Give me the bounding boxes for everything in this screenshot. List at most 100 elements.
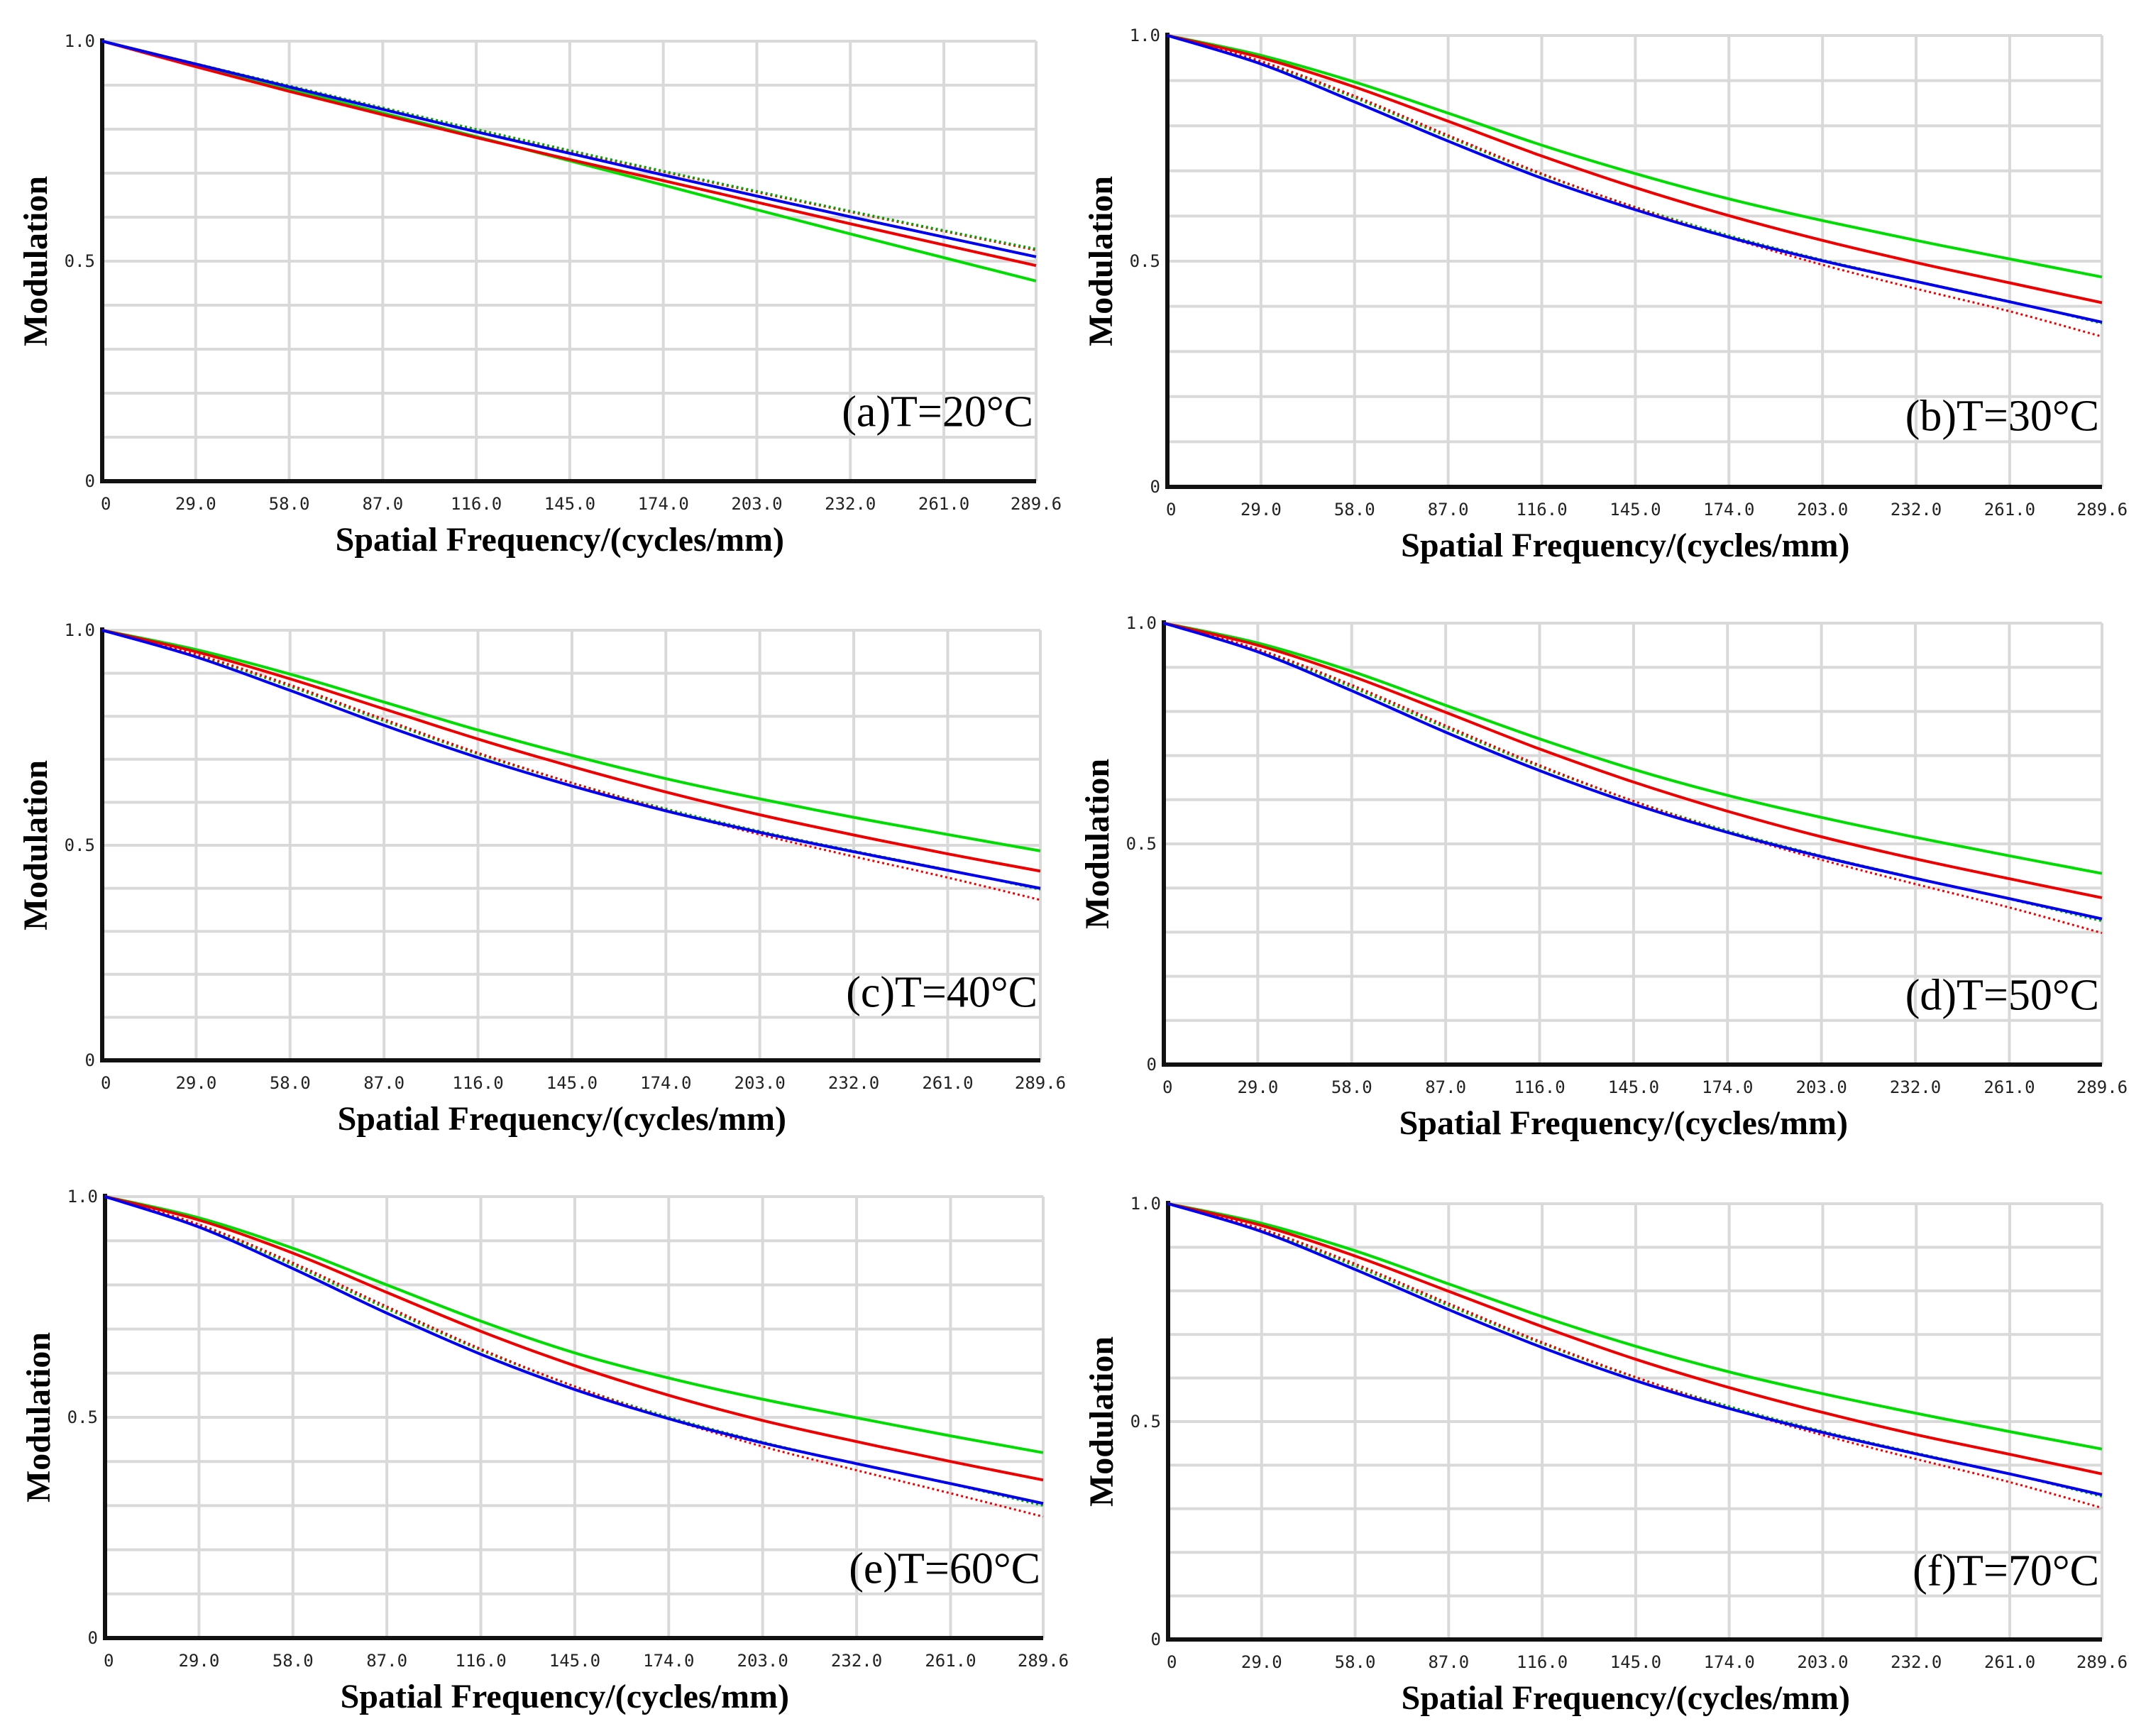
- x-axis-title: Spatial Frequency/(cycles/mm): [341, 1678, 789, 1715]
- series-line-blue: [101, 40, 1037, 258]
- grid: [1168, 1202, 2103, 1639]
- x-tick-label: 87.0: [1428, 500, 1469, 520]
- series-line-green: [1167, 1202, 2103, 1451]
- chart-panel-5: 0 29.0 58.0 87.0 116.0 145.0 174.0 203.0 232.0 26…: [20, 1187, 1069, 1715]
- panel-label: (c)T=40°C: [846, 968, 1038, 1016]
- x-tick-label: 289.6: [1015, 1073, 1066, 1093]
- y-tick-label: 0: [88, 1628, 98, 1648]
- x-tick-label: 174.0: [1702, 1077, 1753, 1097]
- panel-label: (f)T=70°C: [1913, 1547, 2099, 1595]
- x-tick-label: 58.0: [1334, 500, 1375, 520]
- series-line-blue: [1167, 1202, 2103, 1497]
- x-tick-label: 261.0: [925, 1651, 976, 1671]
- series-line-red-dotted: [104, 1195, 1044, 1518]
- x-tick-label: 87.0: [362, 494, 403, 514]
- series-line-blue: [104, 1195, 1044, 1505]
- series-line-red: [1163, 622, 2103, 899]
- chart-panel-4: 0 29.0 58.0 87.0 116.0 145.0 174.0 203.0 232.0 26…: [1079, 613, 2128, 1142]
- series-line-green: [1163, 622, 2103, 875]
- y-tick-label: 1.0: [1126, 613, 1157, 633]
- x-tick-label: 0: [101, 1073, 111, 1093]
- x-tick-label: 232.0: [828, 1073, 879, 1093]
- x-tick-label: 116.0: [1516, 500, 1567, 520]
- series-line-blue: [1167, 34, 2103, 324]
- y-axis-title: Modulation: [17, 176, 55, 346]
- x-tick-label: 203.0: [731, 494, 782, 514]
- x-tick-label: 289.6: [2076, 1652, 2128, 1672]
- series-line-red-dotted: [1167, 34, 2103, 338]
- y-tick-label: 0: [85, 1050, 95, 1070]
- grid: [105, 1195, 1045, 1638]
- x-tick-label: 29.0: [1240, 500, 1282, 520]
- x-tick-label: 174.0: [1703, 500, 1754, 520]
- series-line-red-dotted: [1167, 1202, 2103, 1510]
- x-tick-label: 261.0: [922, 1073, 973, 1093]
- x-tick-label: 0: [1167, 1652, 1177, 1672]
- series-line-blue: [1163, 622, 2103, 921]
- x-tick-label: 116.0: [1514, 1077, 1565, 1097]
- x-tick-label: 289.6: [2076, 500, 2128, 520]
- y-axis-title: Modulation: [1083, 1336, 1121, 1507]
- x-tick-label: 232.0: [825, 494, 876, 514]
- x-tick-label: 29.0: [178, 1651, 219, 1671]
- x-tick-label: 145.0: [1610, 1652, 1661, 1672]
- x-tick-label: 289.6: [1018, 1651, 1069, 1671]
- y-tick-label: 0: [1147, 1055, 1157, 1075]
- x-tick-label: 203.0: [734, 1073, 786, 1093]
- series-line-red: [1167, 1202, 2103, 1476]
- grid: [1167, 34, 2103, 487]
- series-line-green-dotted: [1167, 34, 2103, 325]
- x-tick-label: 58.0: [270, 1073, 311, 1093]
- grid: [1164, 622, 2103, 1065]
- grid: [102, 40, 1038, 481]
- x-tick-label: 203.0: [737, 1651, 788, 1671]
- y-tick-label: 1.0: [65, 620, 95, 640]
- y-axis-title: Modulation: [1079, 759, 1116, 929]
- chart-panel-1: 0 29.0 58.0 87.0 116.0 145.0 174.0 203.0 232.0 26…: [17, 31, 1062, 559]
- y-tick-label: 0.5: [1126, 834, 1157, 854]
- y-tick-label: 0: [1150, 477, 1160, 497]
- x-tick-label: 145.0: [1608, 1077, 1659, 1097]
- x-tick-label: 261.0: [1984, 500, 2035, 520]
- series-group: [104, 1195, 1044, 1518]
- x-tick-label: 58.0: [269, 494, 310, 514]
- x-tick-label: 87.0: [366, 1651, 407, 1671]
- x-axis-title: Spatial Frequency/(cycles/mm): [1402, 1679, 1850, 1717]
- y-axis-title: Modulation: [20, 1332, 57, 1502]
- y-tick-label: 1.0: [67, 1187, 98, 1207]
- grid: [102, 629, 1042, 1060]
- y-tick-label: 0: [1151, 1630, 1161, 1649]
- y-tick-label: 1.0: [1130, 26, 1160, 45]
- x-tick-label: 174.0: [640, 1073, 691, 1093]
- x-tick-label: 203.0: [1796, 1077, 1847, 1097]
- x-axis-title: Spatial Frequency/(cycles/mm): [1401, 527, 1849, 564]
- x-tick-label: 145.0: [546, 1073, 598, 1093]
- x-tick-label: 58.0: [273, 1651, 314, 1671]
- series-group: [1167, 34, 2103, 338]
- y-tick-label: 0.5: [67, 1407, 98, 1427]
- series-line-green: [101, 629, 1041, 852]
- series-line-red: [1167, 34, 2103, 304]
- series-line-blue: [101, 629, 1041, 890]
- x-tick-label: 0: [1166, 500, 1176, 520]
- y-tick-label: 0.5: [1130, 1412, 1161, 1432]
- x-axis-title: Spatial Frequency/(cycles/mm): [1399, 1104, 1848, 1142]
- x-tick-label: 58.0: [1335, 1652, 1376, 1672]
- y-tick-label: 0: [85, 471, 95, 491]
- x-tick-label: 145.0: [1610, 500, 1661, 520]
- y-tick-label: 1.0: [1130, 1194, 1161, 1214]
- x-tick-label: 203.0: [1797, 1652, 1848, 1672]
- x-tick-label: 232.0: [1891, 500, 1942, 520]
- y-axis-title: Modulation: [1082, 176, 1120, 346]
- y-axis-title: Modulation: [17, 760, 55, 930]
- x-axis-title: Spatial Frequency/(cycles/mm): [338, 1100, 786, 1138]
- x-tick-label: 116.0: [455, 1651, 506, 1671]
- x-tick-label: 261.0: [1983, 1077, 2035, 1097]
- x-tick-label: 116.0: [451, 494, 502, 514]
- x-tick-label: 174.0: [1704, 1652, 1755, 1672]
- y-tick-label: 1.0: [65, 31, 95, 51]
- series-line-green: [104, 1195, 1044, 1454]
- series-line-red: [104, 1195, 1044, 1482]
- panel-label: (b)T=30°C: [1905, 392, 2099, 441]
